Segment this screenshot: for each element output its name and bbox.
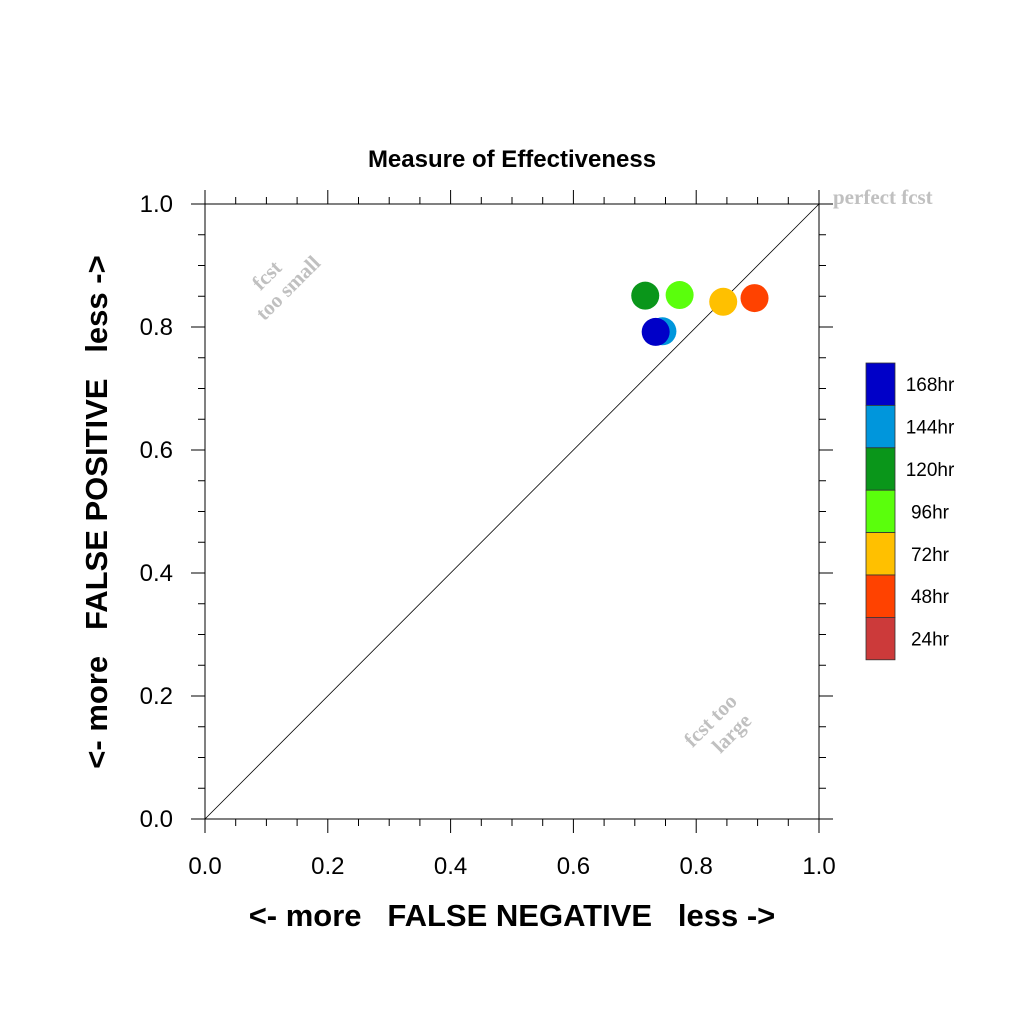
x-tick-label: 0.0 <box>188 853 221 880</box>
x-tick-label: 1.0 <box>802 853 835 880</box>
point-72hr <box>709 287 738 316</box>
data-points <box>631 281 769 346</box>
axis-ticks <box>191 190 833 833</box>
y-tick-label: 0.8 <box>140 314 173 341</box>
legend-swatch-120hr <box>865 447 896 491</box>
legend-swatch-24hr <box>865 617 896 661</box>
y-tick-label: 1.0 <box>140 191 173 218</box>
y-tick-label: 0.2 <box>140 683 173 710</box>
point-168hr <box>641 317 670 346</box>
legend-label-24hr: 24hr <box>911 630 950 651</box>
axis-tick-labels: 0.0 0.2 0.4 0.6 0.8 1.0 0.0 0.2 0.4 0.6 0.8 1.0 <box>140 191 836 880</box>
point-96hr <box>665 281 694 310</box>
point-120hr <box>631 281 660 310</box>
legend-swatch-72hr <box>865 532 896 576</box>
legend-swatch-144hr <box>865 404 896 449</box>
legend: 168hr 144hr 120hr 96hr 72hr 48hr 24hr <box>865 362 955 661</box>
y-tick-label: 0.6 <box>140 437 173 464</box>
x-tick-label: 0.6 <box>557 853 590 880</box>
y-tick-label: 0.4 <box>140 560 173 587</box>
chart-title: Measure of Effectiveness <box>368 146 656 173</box>
point-48hr <box>740 284 769 313</box>
legend-label-48hr: 48hr <box>911 587 950 608</box>
x-tick-label: 0.2 <box>311 853 344 880</box>
legend-label-120hr: 120hr <box>906 460 955 481</box>
legend-label-144hr: 144hr <box>906 418 955 439</box>
legend-label-72hr: 72hr <box>911 545 950 566</box>
x-tick-label: 0.4 <box>434 853 467 880</box>
legend-swatch-48hr <box>865 574 896 618</box>
x-tick-label: 0.8 <box>680 853 713 880</box>
x-axis-title: <- more FALSE NEGATIVE less -> <box>249 898 776 933</box>
perfect-fcst-annotation: perfect fcst <box>833 185 933 209</box>
legend-swatch-168hr <box>865 362 896 406</box>
y-tick-label: 0.0 <box>140 806 173 833</box>
legend-label-96hr: 96hr <box>911 502 950 523</box>
legend-label-168hr: 168hr <box>906 375 955 396</box>
y-axis-title: <- more FALSE POSITIVE less -> <box>79 255 114 768</box>
legend-swatch-96hr <box>865 489 896 534</box>
annotations: perfect fcst fcst too small fcst too lar… <box>247 185 933 758</box>
